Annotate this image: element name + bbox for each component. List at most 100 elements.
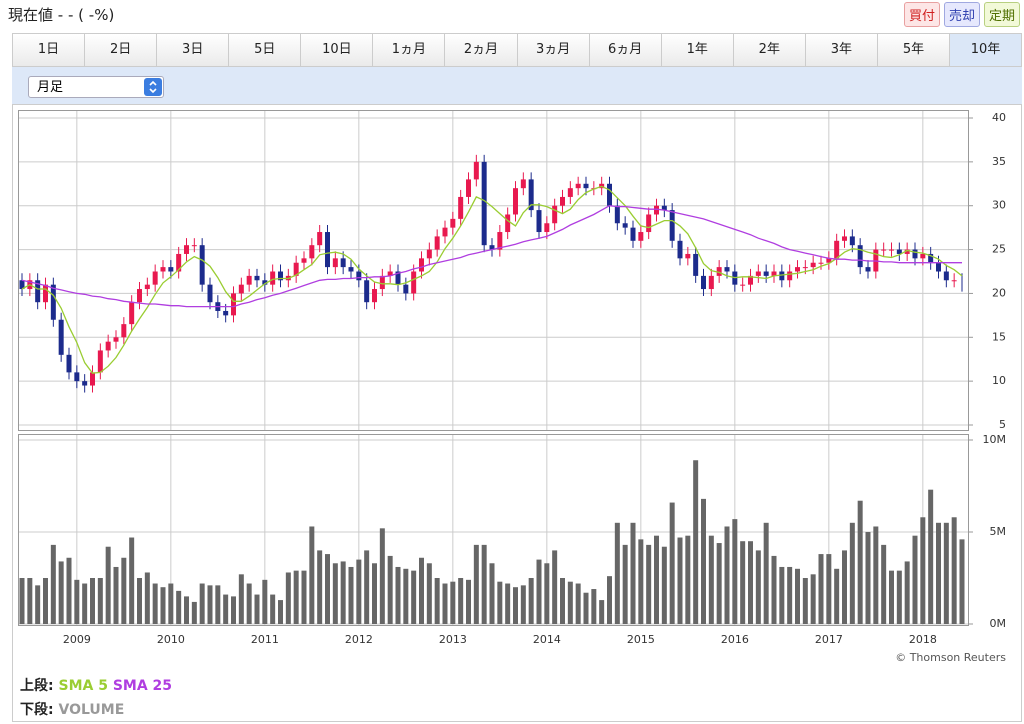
candle-body xyxy=(144,284,150,290)
volume-bar xyxy=(920,517,926,624)
y-tick-label: 35 xyxy=(992,155,1006,168)
candle-body xyxy=(638,232,644,241)
candle-body xyxy=(669,210,675,241)
x-tick-label: 2016 xyxy=(721,633,749,646)
volume-bar xyxy=(810,574,816,624)
volume-bar xyxy=(708,535,714,624)
period-tab[interactable]: 1ヵ月 xyxy=(373,34,446,66)
buy-button[interactable]: 買付 xyxy=(903,2,940,27)
candle-body xyxy=(35,280,41,303)
period-tab[interactable]: 1年 xyxy=(661,34,734,66)
volume-bar xyxy=(795,568,800,624)
volume-bar xyxy=(677,537,683,624)
select-icon xyxy=(144,78,162,96)
candle-body xyxy=(411,271,417,294)
candle-body xyxy=(724,267,730,272)
candle-body xyxy=(191,245,197,247)
period-tab[interactable]: 6ヵ月 xyxy=(589,34,662,66)
candle-body xyxy=(732,271,738,285)
period-tab[interactable]: 5年 xyxy=(877,34,951,66)
candle-body xyxy=(896,249,902,254)
volume-bar xyxy=(536,559,542,624)
candle-body xyxy=(137,289,142,303)
period-tab[interactable]: 3ヵ月 xyxy=(517,34,590,66)
candle-body xyxy=(121,324,127,338)
volume-bar xyxy=(74,579,80,624)
candle-body xyxy=(105,341,111,351)
period-tab[interactable]: 2ヵ月 xyxy=(445,34,518,66)
volume-bar xyxy=(842,550,847,624)
candle-body xyxy=(748,275,753,285)
volume-bar xyxy=(857,500,863,624)
candle-body xyxy=(285,275,291,281)
y-tick-label: 25 xyxy=(992,243,1006,256)
volume-bar xyxy=(646,544,652,624)
volume-bar xyxy=(293,570,299,624)
price-value: - - ( -%) xyxy=(57,6,115,24)
volume-bar xyxy=(552,550,558,624)
x-tick-label: 2014 xyxy=(533,633,561,646)
period-tab[interactable]: 10年 xyxy=(950,34,1022,66)
volume-bar xyxy=(434,578,440,624)
volume-bar xyxy=(411,570,417,624)
candle-body xyxy=(575,183,581,189)
candle-body xyxy=(113,337,119,342)
select-value: 月足 xyxy=(37,80,64,95)
chevrons xyxy=(149,80,157,94)
candle-body xyxy=(654,205,659,215)
period-tab[interactable]: 3年 xyxy=(805,34,878,66)
volume-bar xyxy=(638,539,644,624)
x-tick-label: 2013 xyxy=(439,633,467,646)
x-tick-label: 2018 xyxy=(909,633,937,646)
legend-lower: 下段: VOLUME xyxy=(20,699,124,719)
y2-tick-label: 0M xyxy=(990,617,1007,630)
candle-body xyxy=(607,183,612,206)
period-tab[interactable]: 5日 xyxy=(229,34,302,66)
candle-body xyxy=(661,205,667,211)
sma-line xyxy=(21,205,962,308)
volume-bar xyxy=(748,541,753,624)
candle-body xyxy=(685,253,691,259)
candle-body xyxy=(763,271,769,276)
candle-body xyxy=(395,271,401,285)
volume-bar xyxy=(912,535,918,624)
volume-bar xyxy=(419,557,424,624)
candle-body xyxy=(740,284,746,286)
candle-body xyxy=(58,319,64,355)
volume-bar xyxy=(285,572,291,624)
period-tab[interactable]: 10日 xyxy=(301,34,374,66)
candle-body xyxy=(387,271,393,276)
candle-body xyxy=(614,205,620,224)
volume-bar xyxy=(458,578,464,624)
candle-body xyxy=(755,271,761,276)
regular-button[interactable]: 定期 xyxy=(983,2,1020,27)
volume-bar xyxy=(865,532,871,624)
volume-bar xyxy=(90,578,95,624)
volume-bar xyxy=(66,557,72,624)
volume-bar xyxy=(113,566,119,624)
candle-body xyxy=(184,245,189,254)
candle-body xyxy=(795,267,800,272)
candle-body xyxy=(434,236,440,250)
volume-bar xyxy=(231,596,236,624)
volume-bar xyxy=(724,526,730,624)
period-tabs: 1日 2日 3日 5日 10日 1ヵ月 2ヵ月 3ヵ月 6ヵ月 1年 2年 3年 5年 10年 xyxy=(12,33,1022,67)
sell-button[interactable]: 売却 xyxy=(943,2,980,27)
interval-select[interactable]: 月足 xyxy=(28,76,164,98)
volume-bar xyxy=(129,537,135,624)
candle-body xyxy=(826,258,832,263)
period-tab[interactable]: 1日 xyxy=(13,34,86,66)
x-tick-label: 2009 xyxy=(63,633,91,646)
volume-bar xyxy=(199,583,205,624)
period-tab[interactable]: 3日 xyxy=(157,34,230,66)
period-tab[interactable]: 2日 xyxy=(85,34,158,66)
candle-body xyxy=(904,249,910,254)
candle-body xyxy=(215,302,221,311)
candle-body xyxy=(43,284,48,303)
y2-tick-label: 10M xyxy=(983,433,1007,446)
legend-entry: SMA 5 xyxy=(58,678,108,694)
period-tab[interactable]: 2年 xyxy=(733,34,806,66)
volume-bar xyxy=(693,460,699,624)
volume-bar xyxy=(936,522,941,624)
